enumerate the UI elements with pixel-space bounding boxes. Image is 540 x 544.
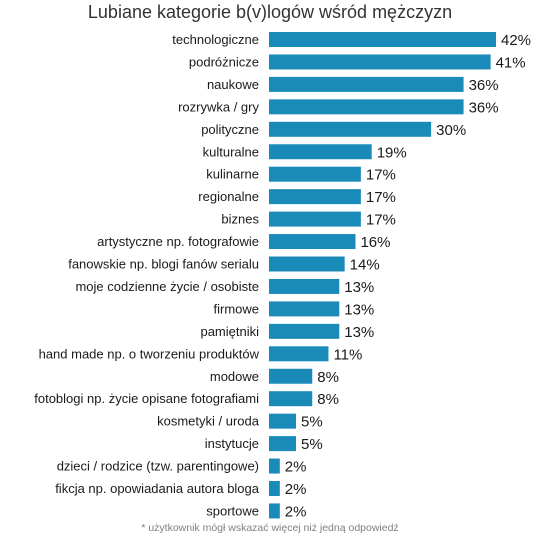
category-label: kulinarne [206,167,259,182]
bar [269,481,280,496]
category-label: naukowe [207,77,259,92]
value-label: 2% [285,503,307,520]
footnote: * użytkownik mógł wskazać więcej niż jed… [141,522,399,534]
bar [269,503,280,519]
category-label: kosmetyki / uroda [157,414,260,429]
value-label: 36% [469,99,499,116]
category-label: regionalne [198,189,259,204]
category-label: biznes [221,212,259,227]
category-label: instytucje [205,436,259,451]
category-label: hand made np. o tworzeniu produktów [39,346,260,361]
category-label: polityczne [201,122,259,137]
bar [269,346,329,362]
value-label: 17% [366,212,396,229]
category-label: fanowskie np. blogi fanów serialu [68,257,259,272]
bar [269,234,356,250]
value-label: 2% [285,459,307,476]
bar [269,436,297,452]
category-label: moje codzienne życie / osobiste [75,279,259,294]
bar [269,391,313,407]
value-label: 13% [344,324,374,341]
category-label: artystyczne np. fotografowie [97,234,259,249]
bar [269,211,361,227]
category-label: pamiętniki [200,324,259,339]
category-label: firmowe [213,301,259,316]
bar [269,301,340,317]
category-label: fotoblogi np. życie opisane fotografiami [34,391,259,406]
bar [269,278,340,294]
value-label: 16% [360,234,390,251]
chart-title: Lubiane kategorie b(v)logów wśród mężczy… [87,2,453,22]
value-label: 5% [301,414,323,431]
bar [269,189,361,205]
value-label: 17% [366,189,396,206]
category-label: rozrywka / gry [178,99,259,114]
bar [269,413,297,429]
value-label: 14% [350,257,380,274]
value-label: 30% [436,122,466,139]
bar [269,458,280,474]
value-label: 42% [501,32,531,49]
value-label: 19% [377,144,407,161]
value-label: 41% [496,54,526,71]
category-label: podróżnicze [189,54,259,69]
bar [269,99,464,115]
category-label: modowe [210,369,259,384]
category-label: fikcja np. opowiadania autora bloga [55,481,260,496]
value-label: 8% [317,369,339,386]
bar [269,256,345,272]
bar [269,144,372,160]
bar [269,121,432,137]
value-label: 8% [317,391,339,408]
category-label: kulturalne [203,144,259,159]
value-label: 36% [469,77,499,94]
category-label: sportowe [206,503,259,518]
value-label: 17% [366,167,396,184]
bar [269,323,340,339]
value-label: 13% [344,279,374,296]
value-label: 11% [333,346,362,363]
bar [269,54,491,70]
value-label: 13% [344,301,374,318]
bar [269,368,313,384]
category-label: technologiczne [172,32,259,47]
bar [269,32,496,47]
bar [269,166,361,182]
value-label: 5% [301,436,323,453]
value-label: 2% [285,481,307,498]
category-label: dzieci / rodzice (tzw. parentingowe) [57,459,259,474]
bar [269,76,464,92]
